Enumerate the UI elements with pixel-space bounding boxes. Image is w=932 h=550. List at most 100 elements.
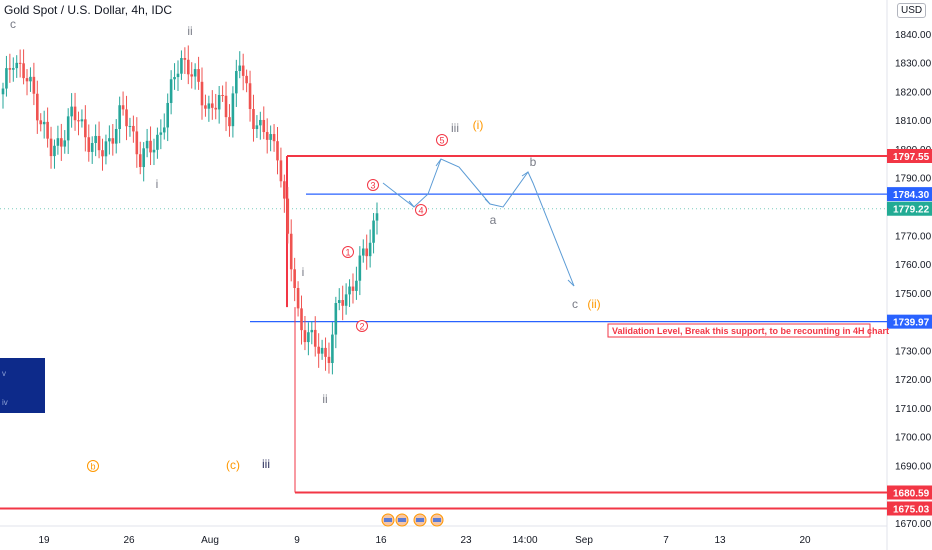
y-tick-label: 1700.00 [895,433,932,444]
candle-body [228,117,231,127]
candle-body [176,73,180,78]
wave-label: (ii) [587,297,600,311]
candle-body [114,128,118,144]
event-icon-flag [384,518,392,522]
candle-body [101,150,104,157]
candle-body [324,347,327,357]
symbol-title: Gold Spot / U.S. Dollar, 4h, IDC [4,3,173,17]
wave-label: b [530,155,537,169]
side-panel [0,358,45,413]
candle-body [145,140,149,149]
wave-label: (i) [473,118,484,132]
candle-body [66,116,70,141]
side-panel-label: iv [2,398,8,407]
wave-label: i [156,177,159,191]
x-tick-label: 13 [714,535,726,546]
candle-body [337,300,341,304]
candle-body [162,127,166,133]
candle-body [22,63,25,79]
candle-body [358,255,362,281]
candle-body [303,330,307,343]
candle-body [138,154,142,168]
arrow-head [484,198,491,205]
projection-arrow [382,158,575,287]
candle-body [293,269,296,288]
x-tick-label: 14:00 [512,535,537,546]
candle-body [142,148,145,168]
candle-body [313,329,317,347]
event-icon-flag [416,518,424,522]
x-tick-label: 9 [294,535,300,546]
arrow-head [567,279,575,287]
candle-body [351,286,355,291]
y-tick-label: 1730.00 [895,346,932,357]
candle-body [265,132,269,140]
arrow-head [408,200,415,208]
candle-body [156,134,159,150]
candle-body [36,93,39,121]
candle-body [348,286,351,295]
candle-body [217,95,221,110]
circled-wave-marker [436,134,448,146]
y-tick-label: 1750.00 [895,289,932,300]
wave-label: iii [262,457,270,471]
price-tag-label: 1739.97 [893,318,930,329]
candle-body [18,62,22,64]
x-tick-label: 7 [663,535,669,546]
wave-label: i [302,265,305,279]
price-tag [887,501,932,516]
currency-button[interactable]: USD [897,3,927,18]
y-tick-label: 1670.00 [895,519,932,530]
candle-body [307,332,310,343]
candle-body [53,145,56,157]
candle-body [224,95,228,118]
candle-body [11,68,15,70]
price-tag-label: 1784.30 [893,190,930,201]
y-tick-label: 1810.00 [895,116,932,127]
candle-body [15,62,19,69]
candle-body [207,103,211,109]
y-tick-label: 1760.00 [895,260,932,271]
candle-body [317,346,320,354]
candle-body [238,65,242,72]
circled-wave-label: b [90,462,95,472]
candle-body [8,68,12,70]
y-tick-label: 1790.00 [895,174,932,185]
candle-body [231,93,235,127]
annotation-box [607,323,871,338]
candle-body [77,120,80,122]
wave-label: c [10,17,16,31]
y-tick-label: 1820.00 [895,87,932,98]
candle-body [111,138,115,144]
candle-body [344,294,348,306]
event-icon-flag [398,518,406,522]
price-tag [887,314,932,329]
y-tick-label: 1770.00 [895,231,932,242]
candle-body [128,125,132,127]
candle-body [152,149,156,153]
candle-body [334,303,338,335]
candle-body [320,347,324,354]
candle-body [173,77,176,80]
y-tick-label: 1710.00 [895,404,932,415]
price-tag-label: 1779.22 [893,205,930,216]
event-icon-flag [433,518,441,522]
candle-body [269,134,272,140]
candle-body [135,131,139,155]
y-tick-label: 1720.00 [895,375,932,386]
candle-body [259,119,262,126]
candle-body [32,76,36,94]
candle-body [5,68,8,89]
wave-label: (c) [226,458,240,472]
candle-body [80,119,84,122]
candle-body [211,103,214,108]
circled-wave-label: 4 [418,206,423,216]
candle-body [310,329,314,333]
x-tick-label: Sep [575,535,593,546]
candle-body [252,109,255,130]
candle-body [276,141,279,161]
candle-body [46,121,49,139]
candle-body [132,125,135,132]
wave-label: ii [187,24,192,38]
